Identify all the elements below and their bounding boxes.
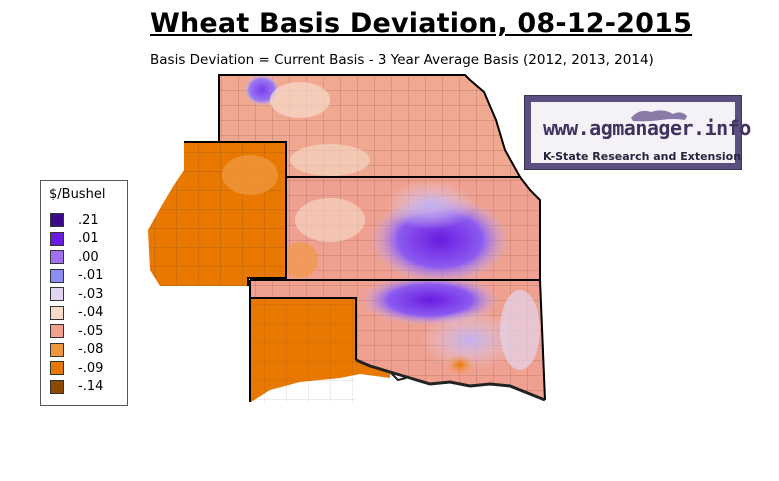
legend-label: .01 xyxy=(78,231,99,246)
legend-label: -.09 xyxy=(78,360,104,376)
region-nebraska xyxy=(219,74,520,177)
legend-item: -.08 xyxy=(50,342,118,357)
legend-swatch xyxy=(50,231,64,246)
legend-label: -.14 xyxy=(78,379,104,394)
legend-swatch xyxy=(50,305,64,320)
river-bend xyxy=(389,371,407,382)
legend-item: -.05 xyxy=(50,323,118,339)
badge-subtitle: K-State Research and Extension xyxy=(543,150,742,163)
legend-item: -.04 xyxy=(50,305,118,320)
legend-item: -.09 xyxy=(50,360,118,376)
legend-item: -.14 xyxy=(50,379,118,394)
agmanager-badge: www.agmanager.info K-State Research and … xyxy=(524,95,751,170)
legend-swatch xyxy=(50,324,64,338)
region-oklahoma xyxy=(250,280,545,402)
legend-label: -.03 xyxy=(78,286,104,302)
legend-swatch xyxy=(50,213,64,227)
legend-item: .21 xyxy=(50,212,118,228)
legend-label: .00 xyxy=(78,249,99,265)
legend-item: -.03 xyxy=(50,286,118,302)
legend-label: -.04 xyxy=(78,305,104,320)
region-colorado xyxy=(148,142,286,286)
legend-swatch xyxy=(50,361,64,375)
map-subtitle: Basis Deviation = Current Basis - 3 Year… xyxy=(150,52,654,68)
legend-swatch xyxy=(50,268,64,283)
region-kansas xyxy=(286,177,540,280)
legend-swatch xyxy=(50,342,64,357)
legend-item: .00 xyxy=(50,249,118,265)
legend-label: -.01 xyxy=(78,268,104,283)
legend: $/Bushel .21 .01 .00 -.01 -.03 -.04 -.05 -.08 -.… xyxy=(40,180,128,406)
legend-title: $/Bushel xyxy=(49,187,106,202)
legend-swatch xyxy=(50,379,64,394)
map-title: Wheat Basis Deviation, 08-12-2015 xyxy=(150,8,693,39)
badge-panel: www.agmanager.info K-State Research and … xyxy=(531,102,751,163)
legend-label: -.08 xyxy=(78,342,104,357)
badge-url: www.agmanager.info xyxy=(543,116,751,140)
legend-label: .21 xyxy=(78,212,99,228)
legend-item: -.01 xyxy=(50,268,118,283)
legend-swatch xyxy=(50,250,64,264)
red-river xyxy=(355,358,546,402)
state-borders xyxy=(184,74,546,402)
legend-item: .01 xyxy=(50,231,118,246)
wildcat-logo-icon xyxy=(631,110,687,122)
legend-swatch xyxy=(50,287,64,301)
legend-label: -.05 xyxy=(78,323,104,339)
